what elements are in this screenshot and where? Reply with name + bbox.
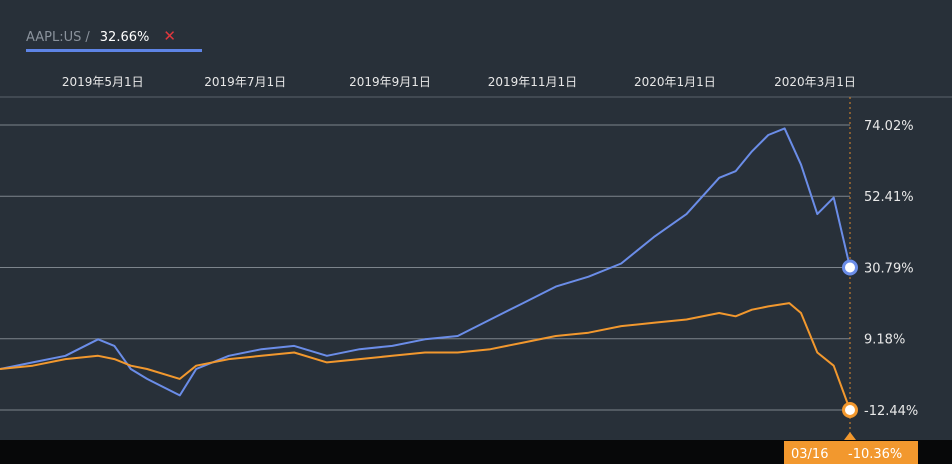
series-line-2 xyxy=(0,302,851,411)
series-line-1 xyxy=(0,127,851,397)
x-tick-label: 2019年9月1日 xyxy=(349,75,431,89)
y-tick-label: 30.79% xyxy=(864,262,914,277)
cursor-label-box xyxy=(784,441,918,464)
y-tick-label: 9.18% xyxy=(864,333,905,348)
series-end-marker-1 xyxy=(842,259,858,276)
cursor-triangle xyxy=(844,432,856,440)
grid-layer xyxy=(0,96,952,411)
legend-symbol: AAPL:US xyxy=(26,30,82,45)
legend-separator: / xyxy=(85,30,90,45)
x-tick-label: 2019年11月1日 xyxy=(488,75,577,89)
x-tick-label: 2019年5月1日 xyxy=(62,75,144,89)
legend-value: 32.66% xyxy=(99,30,150,45)
cursor-layer: 03/16 -10.36% xyxy=(784,97,918,464)
close-icon[interactable]: ✕ xyxy=(163,27,176,45)
y-tick-label: 74.02% xyxy=(864,119,914,134)
x-tick-label: 2019年7月1日 xyxy=(204,75,286,89)
legend: AAPL:US / 32.66% ✕ xyxy=(26,27,176,51)
series-end-marker-2 xyxy=(842,402,858,418)
y-tick-label: 52.41% xyxy=(864,190,914,205)
cursor-date-label: 03/16 xyxy=(791,447,828,462)
cursor-value-label: -10.36% xyxy=(848,447,902,462)
x-tick-label: 2020年1月1日 xyxy=(634,75,716,89)
series-layer xyxy=(0,127,851,411)
legend-underline xyxy=(26,49,202,52)
y-tick-label: -12.44% xyxy=(864,404,918,419)
y-axis: 74.02% 52.41% 30.79% 9.18% -12.44% xyxy=(864,119,918,419)
x-axis: 2019年5月1日 2019年7月1日 2019年9月1日 2019年11月1日 202… xyxy=(0,75,952,464)
x-tick-label: 2020年3月1日 xyxy=(774,75,856,89)
